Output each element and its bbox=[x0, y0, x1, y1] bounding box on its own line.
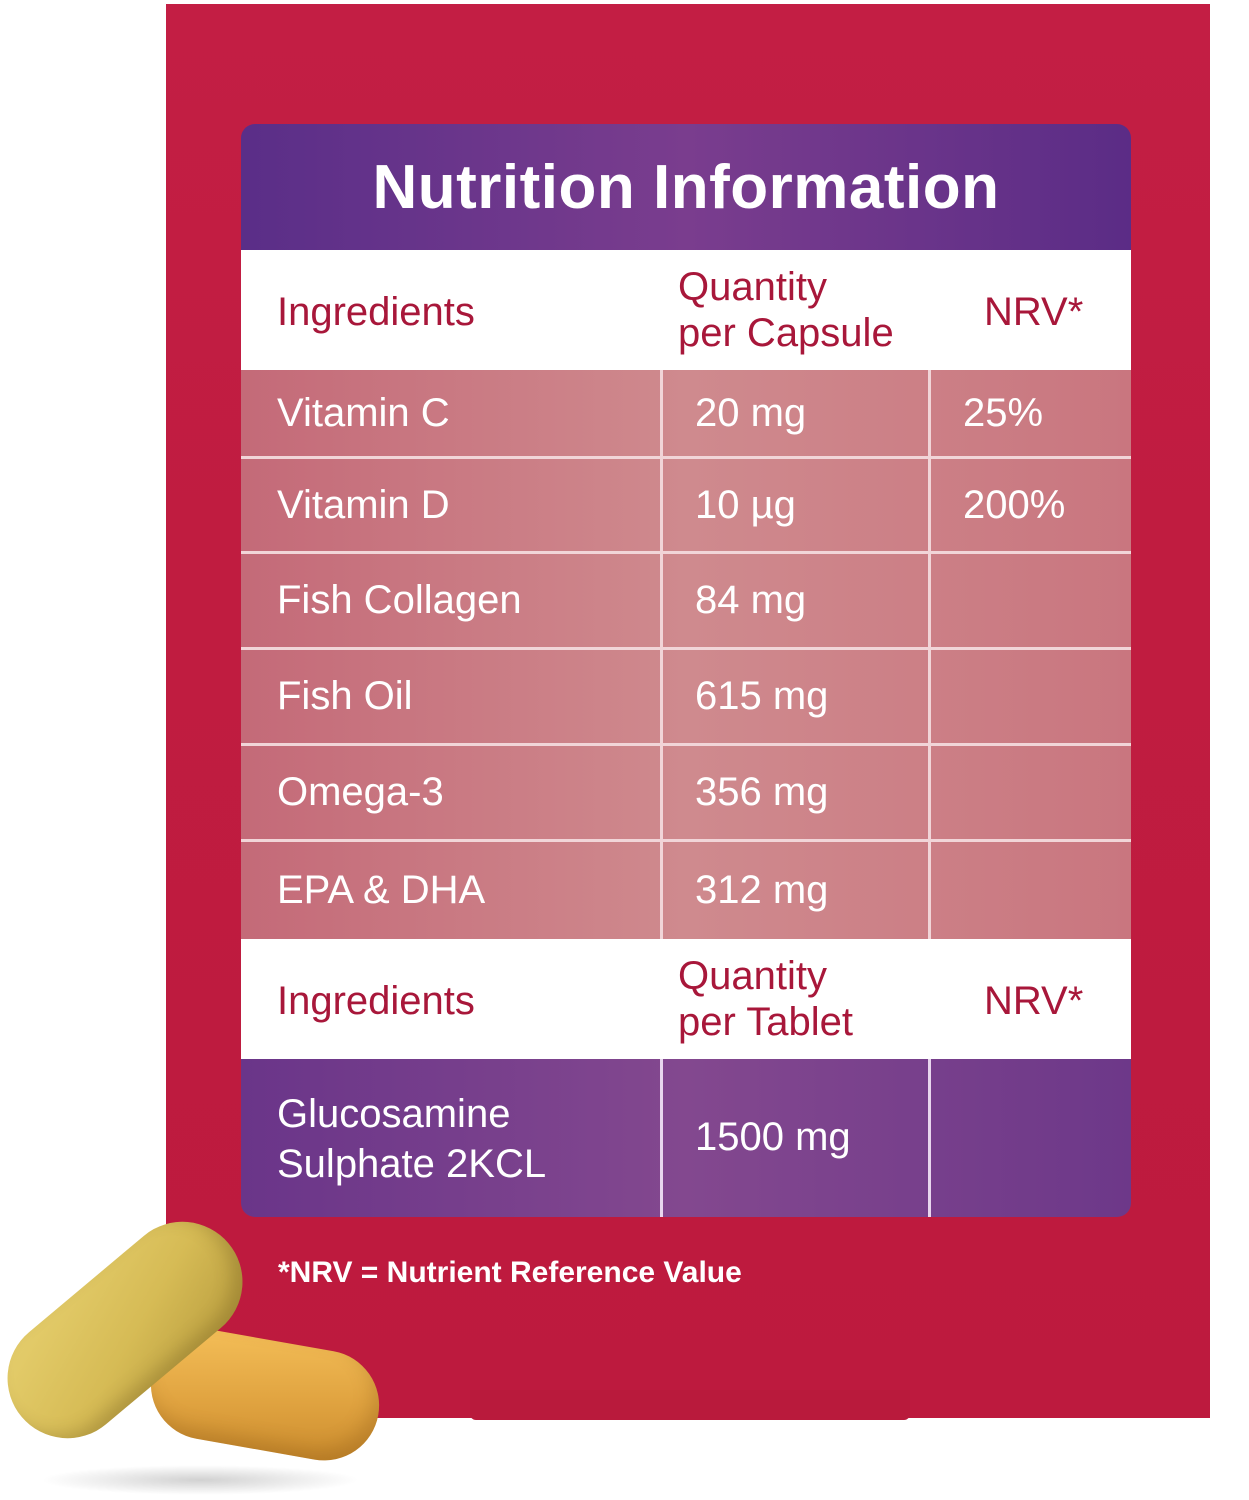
header-nrv: NRV* bbox=[984, 290, 1084, 334]
table-row: Vitamin C 20 mg 25% bbox=[241, 370, 1131, 459]
ingredient-nrv: 200% bbox=[963, 482, 1066, 527]
ingredient-name: Omega-3 bbox=[277, 770, 444, 814]
ingredient-nrv: 25% bbox=[963, 390, 1044, 435]
header-quantity-line1: Quantity bbox=[678, 265, 827, 309]
panel-title: Nutrition Information bbox=[241, 124, 1131, 250]
ingredient-name: Fish Oil bbox=[277, 674, 413, 718]
pill-shadow bbox=[40, 1465, 360, 1495]
column-divider bbox=[660, 650, 663, 743]
box-tab bbox=[470, 1390, 910, 1420]
ingredient-quantity: 356 mg bbox=[695, 770, 829, 814]
table-row: Omega-3 356 mg bbox=[241, 746, 1131, 842]
header-ingredients: Ingredients bbox=[277, 290, 475, 334]
header-quantity-line1: Quantity bbox=[678, 954, 827, 998]
ingredient-quantity: 312 mg bbox=[695, 868, 829, 912]
header-quantity-line2: per Tablet bbox=[678, 1000, 853, 1044]
capsule-header-row: Ingredients Quantity per Capsule NRV* bbox=[241, 250, 1131, 370]
ingredient-quantity: 1500 mg bbox=[695, 1115, 851, 1159]
column-divider bbox=[660, 842, 663, 939]
column-divider bbox=[928, 459, 931, 551]
ingredient-name-line2: Sulphate 2KCL bbox=[277, 1142, 547, 1186]
header-quantity: Quantity per Capsule bbox=[678, 264, 894, 356]
column-divider bbox=[660, 554, 663, 647]
column-divider bbox=[928, 746, 931, 839]
tablet-header-row: Ingredients Quantity per Tablet NRV* bbox=[241, 939, 1131, 1059]
ingredient-quantity: 84 mg bbox=[695, 578, 807, 622]
column-divider bbox=[660, 459, 663, 551]
nrv-footnote: *NRV = Nutrient Reference Value bbox=[278, 1256, 742, 1289]
ingredient-name-line1: Glucosamine bbox=[277, 1092, 511, 1136]
table-row: Fish Oil 615 mg bbox=[241, 650, 1131, 746]
table-row: EPA & DHA 312 mg bbox=[241, 842, 1131, 939]
ingredient-name: Vitamin C bbox=[277, 390, 450, 435]
table-row: Vitamin D 10 µg 200% bbox=[241, 459, 1131, 554]
header-nrv: NRV* bbox=[984, 979, 1084, 1023]
header-quantity-line2: per Capsule bbox=[678, 311, 894, 355]
column-divider bbox=[928, 1059, 931, 1217]
column-divider bbox=[928, 650, 931, 743]
tablet-row: Glucosamine Sulphate 2KCL 1500 mg bbox=[241, 1059, 1131, 1217]
ingredient-name: Glucosamine Sulphate 2KCL bbox=[277, 1089, 546, 1189]
column-divider bbox=[660, 370, 663, 456]
ingredient-quantity: 10 µg bbox=[695, 482, 796, 527]
ingredient-quantity: 615 mg bbox=[695, 674, 829, 718]
table-row: Fish Collagen 84 mg bbox=[241, 554, 1131, 650]
header-quantity: Quantity per Tablet bbox=[678, 953, 853, 1045]
ingredient-name: Vitamin D bbox=[277, 482, 450, 527]
column-divider bbox=[660, 1059, 663, 1217]
header-ingredients: Ingredients bbox=[277, 979, 475, 1023]
column-divider bbox=[928, 842, 931, 939]
ingredient-name: EPA & DHA bbox=[277, 868, 486, 912]
column-divider bbox=[928, 370, 931, 456]
column-divider bbox=[660, 746, 663, 839]
column-divider bbox=[928, 554, 931, 647]
ingredient-name: Fish Collagen bbox=[277, 578, 522, 622]
nutrition-panel: Nutrition Information Ingredients Quanti… bbox=[241, 124, 1131, 1217]
supplement-pills-image bbox=[0, 1197, 400, 1500]
ingredient-quantity: 20 mg bbox=[695, 390, 807, 435]
